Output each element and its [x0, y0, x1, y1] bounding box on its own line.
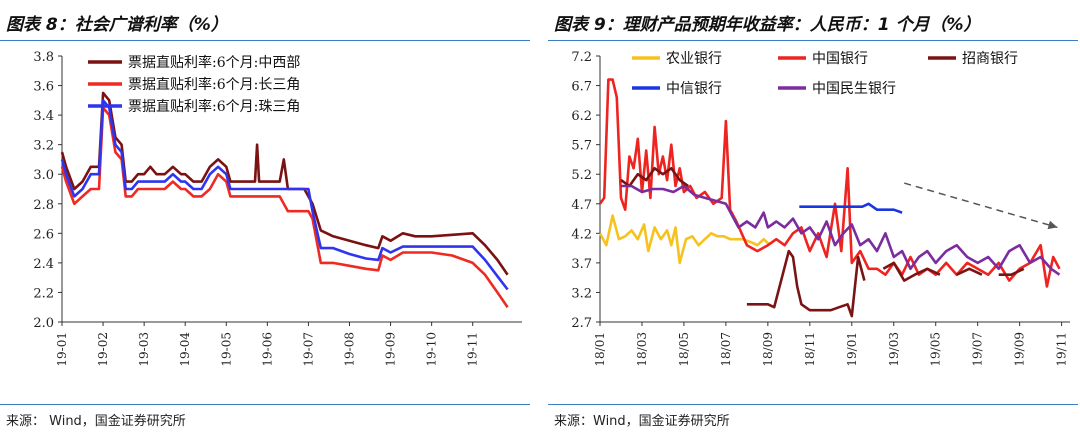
legend-label: 招商银行	[962, 51, 1018, 67]
x-tick-label: 19/05	[929, 332, 943, 367]
x-tick-label: 19/11	[1055, 332, 1069, 367]
y-tick-label: 3.2	[571, 286, 592, 301]
source-rule	[0, 404, 530, 405]
left-chart-panel: 图表 8：社会广谱利率（%） 2.0 2.2 2.4 2.6 2.8 3.0 3.2 3.4 3…	[0, 0, 530, 438]
source-note: 来源：Wind，国金证券研究所	[554, 414, 730, 429]
x-tick-label: 18/03	[635, 332, 649, 367]
x-tick-label: 19-04	[178, 332, 192, 367]
trend-arrow-line	[904, 182, 1058, 229]
legend-label: 中国银行	[812, 51, 868, 67]
x-tick-label: 19-09	[384, 332, 398, 367]
x-tick-label: 19-02	[96, 332, 110, 367]
x-tick-label: 19/09	[1013, 332, 1027, 367]
y-tick-label: 3.6	[33, 80, 54, 95]
title-rule	[0, 40, 530, 41]
x-tick-label: 18/09	[761, 332, 775, 367]
y-tick-label: 4.7	[571, 198, 592, 213]
series-line-2	[998, 267, 1025, 276]
x-tick-label: 18/05	[677, 332, 691, 367]
y-tick-label: 5.2	[571, 168, 592, 183]
x-tick-label: 18/11	[803, 332, 817, 367]
x-tick-label: 19-01	[55, 332, 69, 367]
x-tick-label: 19-10	[425, 332, 439, 367]
legend-label: 票据直贴利率:6个月:中西部	[128, 54, 300, 71]
y-tick-label: 3.0	[33, 168, 54, 183]
chart-title: 图表 8：社会广谱利率（%）	[6, 15, 228, 35]
legend-label: 票据直贴利率:6个月:珠三角	[128, 98, 300, 115]
series-line-2	[956, 267, 983, 276]
line-chart-wealth-yields: 2.7 3.2 3.7 4.2 4.7 5.2 5.7 6.2 6.7 7.2 18/01 18/03…	[571, 50, 1070, 367]
source-note: 来源： Wind，国金证券研究所	[6, 414, 186, 429]
x-tick-label: 19-03	[137, 332, 151, 367]
y-tick-label: 4.2	[571, 227, 592, 242]
series-line-0	[60, 91, 509, 276]
y-tick-label: 3.8	[33, 50, 54, 65]
trend-arrow-head	[1047, 220, 1058, 230]
series-line-4	[621, 184, 1061, 276]
x-tick-label: 19-05	[219, 332, 233, 367]
y-tick-label: 2.4	[33, 257, 54, 272]
y-tick-label: 3.4	[33, 109, 54, 124]
chart-title: 图表 9：理财产品预期年收益率：人民币：1 个月（%）	[554, 15, 981, 35]
series-line-1	[60, 106, 509, 308]
legend-label: 票据直贴利率:6个月:长三角	[128, 76, 300, 93]
y-tick-label: 3.7	[571, 257, 592, 272]
y-tick-label: 3.2	[33, 139, 54, 154]
x-tick-label: 18/01	[593, 332, 607, 367]
series-line-2	[620, 167, 689, 188]
y-tick-label: 6.7	[571, 80, 592, 95]
source-rule	[548, 404, 1078, 405]
right-chart-panel: 图表 9：理财产品预期年收益率：人民币：1 个月（%） 2.7 3.2 3.7 4.2…	[548, 0, 1078, 438]
x-tick-label: 19-08	[343, 332, 357, 367]
series-line-1	[598, 78, 1061, 288]
legend-label: 中信银行	[666, 81, 722, 97]
y-tick-label: 2.6	[33, 227, 54, 242]
series-line-3	[799, 202, 903, 214]
title-rule	[548, 40, 1078, 41]
y-tick-label: 2.7	[571, 316, 592, 331]
series-line-2	[746, 249, 866, 318]
x-tick-label: 19-11	[466, 332, 480, 367]
legend-label: 农业银行	[666, 51, 722, 67]
y-tick-label: 6.2	[571, 109, 592, 124]
series-line-0	[598, 214, 771, 265]
y-tick-label: 2.0	[33, 316, 54, 331]
x-tick-label: 19/03	[887, 332, 901, 367]
x-tick-label: 18/07	[719, 332, 733, 367]
legend-label: 中国民生银行	[812, 81, 896, 97]
x-tick-label: 19-06	[260, 332, 274, 367]
y-tick-label: 2.8	[33, 198, 54, 213]
line-chart-discount-rates: 2.0 2.2 2.4 2.6 2.8 3.0 3.2 3.4 3.6 3.8 19-01 19-02…	[33, 50, 522, 367]
y-tick-label: 7.2	[571, 50, 592, 65]
x-tick-label: 19-07	[301, 332, 315, 367]
series-line-2	[882, 261, 941, 282]
series-line-2	[60, 99, 509, 291]
y-tick-label: 2.2	[33, 286, 54, 301]
x-tick-label: 19/07	[971, 332, 985, 367]
x-tick-label: 19/01	[845, 332, 859, 367]
y-tick-label: 5.7	[571, 139, 592, 154]
